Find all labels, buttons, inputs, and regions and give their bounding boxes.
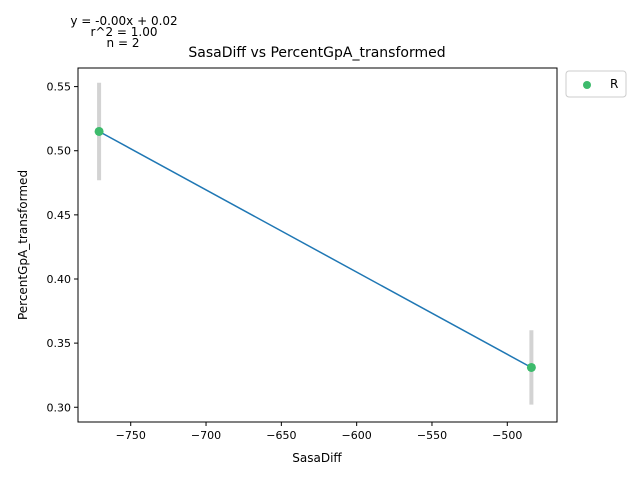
y-axis-label: PercentGpA_transformed xyxy=(16,170,30,320)
y-axis-ticks: 0.30 0.35 0.40 0.45 0.50 0.55 xyxy=(47,81,78,414)
equation-annotation: y = -0.00x + 0.02 xyxy=(70,14,177,28)
y-tick-label: 0.50 xyxy=(47,145,72,158)
legend-marker-r xyxy=(583,81,591,89)
r-squared-annotation: r^2 = 1.00 xyxy=(90,25,157,39)
data-point xyxy=(526,362,536,372)
fit-line-group xyxy=(98,130,532,369)
x-tick-label: −700 xyxy=(191,429,221,442)
x-axis-ticks: −750 −700 −650 −600 −550 −500 xyxy=(116,422,522,442)
y-tick-label: 0.55 xyxy=(47,81,72,94)
x-tick-label: −650 xyxy=(266,429,296,442)
chart-title: SasaDiff vs PercentGpA_transformed xyxy=(188,45,445,61)
data-points xyxy=(94,126,536,372)
y-tick-label: 0.30 xyxy=(47,401,72,414)
y-tick-label: 0.35 xyxy=(47,337,72,350)
x-tick-label: −750 xyxy=(116,429,146,442)
x-tick-label: −550 xyxy=(417,429,447,442)
x-axis-label: SasaDiff xyxy=(292,451,342,465)
legend: R xyxy=(565,70,627,98)
fit-line xyxy=(98,130,532,369)
legend-label-r: R xyxy=(610,77,618,91)
legend-box xyxy=(565,70,627,98)
y-tick-label: 0.40 xyxy=(47,273,72,286)
x-tick-label: −500 xyxy=(492,429,522,442)
y-tick-label: 0.45 xyxy=(47,209,72,222)
error-bars xyxy=(97,82,534,405)
x-tick-label: −600 xyxy=(342,429,372,442)
plot-frame xyxy=(77,67,558,423)
n-annotation: n = 2 xyxy=(107,36,140,50)
data-point xyxy=(94,126,104,136)
